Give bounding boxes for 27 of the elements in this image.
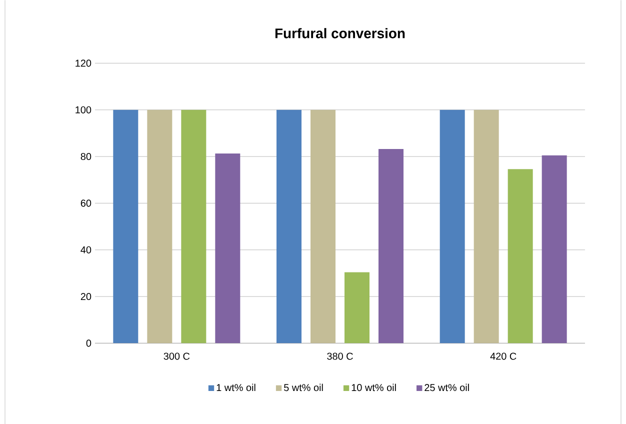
bar: [113, 110, 138, 344]
bar: [378, 148, 404, 344]
bar: [344, 272, 370, 344]
bar: [508, 168, 533, 344]
bar: [276, 110, 302, 344]
bar: [474, 110, 499, 344]
legend-label: 25 wt% oil: [424, 384, 469, 391]
legend-label: 10 wt% oil: [352, 384, 396, 391]
chart-title: Furfural conversion: [275, 28, 405, 38]
y-tick-label: 80: [80, 152, 92, 160]
bar: [147, 110, 172, 344]
bar: [440, 110, 465, 344]
y-tick-label: 60: [80, 199, 92, 207]
x-tick-label: 300 C: [164, 352, 190, 360]
legend-label: 1 wt% oil: [216, 384, 256, 391]
bar: [542, 155, 567, 344]
y-tick-label: 40: [80, 246, 92, 254]
bar: [310, 110, 336, 344]
bar: [181, 110, 206, 344]
y-tick-label: 20: [80, 292, 92, 300]
legend-label: 5 wt% oil: [284, 384, 323, 391]
x-tick-label: 380 C: [327, 352, 353, 360]
y-tick-label: 100: [76, 106, 92, 114]
bar: [215, 153, 240, 344]
y-tick-label: 120: [76, 59, 92, 67]
x-tick-label: 420 C: [490, 352, 516, 360]
y-tick-label: 0: [86, 339, 92, 347]
